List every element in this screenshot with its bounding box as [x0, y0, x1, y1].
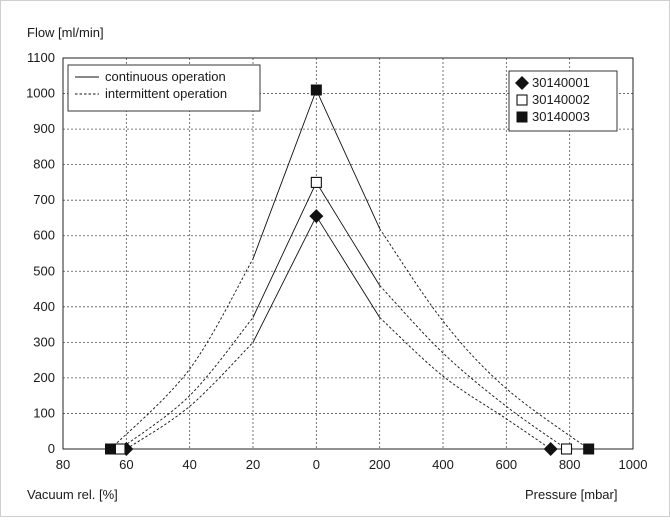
series-legend-label: 30140003 — [532, 109, 590, 124]
series-line-continuous — [252, 215, 317, 343]
legends: continuous operation intermittent operati… — [67, 64, 618, 132]
grid — [62, 57, 634, 450]
data-point-marker — [114, 443, 126, 455]
data-point-marker — [105, 443, 116, 455]
series-line-intermittent — [110, 258, 254, 450]
y-tick-label: 800 — [33, 157, 55, 172]
series-lines — [105, 84, 595, 456]
y-tick-label: 500 — [33, 263, 55, 278]
line-style-legend-label: continuous operation — [105, 69, 226, 84]
data-point-marker — [310, 84, 322, 96]
series-legend-label: 30140002 — [532, 92, 590, 107]
y-tick-label: 100 — [33, 405, 55, 420]
y-tick-label: 600 — [33, 228, 55, 243]
plot-border — [62, 57, 634, 450]
data-point-marker — [560, 443, 573, 455]
series-line-continuous — [315, 215, 381, 318]
series-line-intermittent — [126, 342, 254, 450]
x-tick-label-vacuum: 40 — [182, 457, 196, 472]
series-line-continuous — [315, 182, 381, 286]
legend-marker — [515, 76, 529, 90]
x-tick-label-pressure: 800 — [559, 457, 581, 472]
y-tick-label: 0 — [48, 441, 55, 456]
series-line-intermittent — [379, 285, 567, 450]
series-line-intermittent — [379, 317, 551, 450]
y-tick-label: 900 — [33, 121, 55, 136]
series-line-intermittent — [119, 317, 254, 450]
legend-marker — [516, 111, 528, 123]
legend-marker — [516, 94, 528, 106]
series-line-continuous — [252, 89, 317, 259]
line-style-legend-label: intermittent operation — [105, 86, 227, 101]
data-point-marker — [310, 176, 322, 188]
x-axis-title-pressure: Pressure [mbar] — [525, 487, 617, 502]
x-tick-label-pressure: 1000 — [619, 457, 648, 472]
x-tick-label-pressure: 400 — [432, 457, 454, 472]
x-tick-label-vacuum: 80 — [56, 457, 70, 472]
series-legend-label: 30140001 — [532, 75, 590, 90]
x-tick-label-vacuum: 0 — [313, 457, 320, 472]
series-line-continuous — [315, 89, 381, 229]
data-point-marker — [309, 209, 324, 224]
y-tick-label: 400 — [33, 299, 55, 314]
y-tick-label: 1000 — [26, 86, 55, 101]
y-tick-label: 1100 — [27, 50, 55, 65]
series-line-continuous — [252, 182, 317, 318]
x-tick-label-pressure: 200 — [369, 457, 391, 472]
y-tick-label: 700 — [33, 192, 55, 207]
data-point-marker — [583, 443, 595, 455]
line-style-legend-box — [67, 64, 261, 112]
x-tick-label-pressure: 600 — [495, 457, 517, 472]
x-tick-label-vacuum: 60 — [119, 457, 133, 472]
x-axis-title-vacuum: Vacuum rel. [%] — [27, 487, 118, 502]
data-point-marker — [543, 442, 558, 456]
y-axis-title: Flow [ml/min] — [27, 25, 104, 40]
y-tick-label: 300 — [33, 334, 55, 349]
y-tick-label: 200 — [33, 370, 55, 385]
series-line-intermittent — [379, 228, 589, 450]
x-tick-label-vacuum: 20 — [246, 457, 260, 472]
